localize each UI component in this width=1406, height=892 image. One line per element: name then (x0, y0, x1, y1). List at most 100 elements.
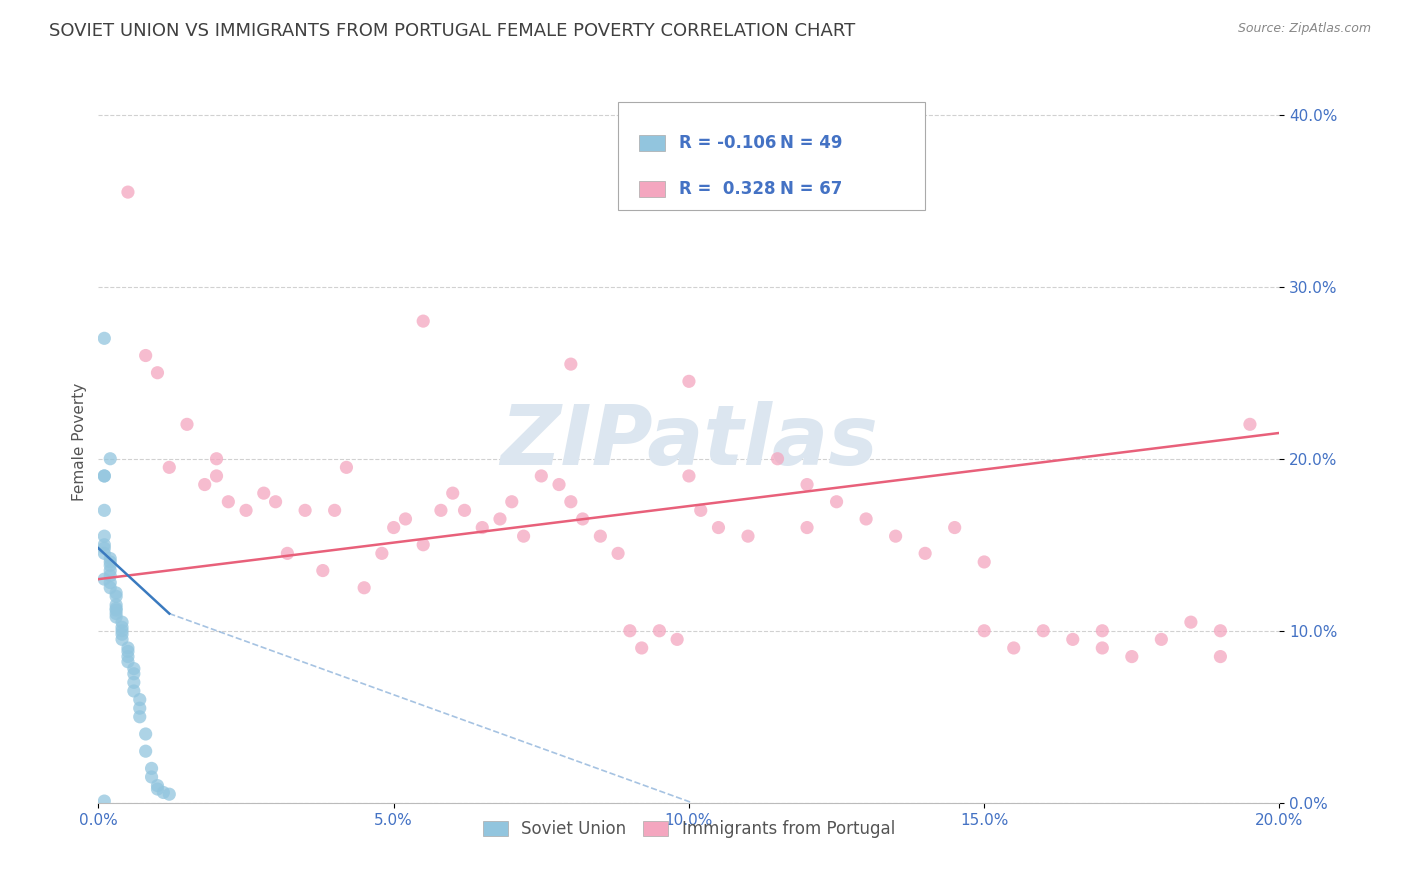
Point (1180, 615, 1202, 630)
Point (93, 541, 115, 556)
Point (1209, 649, 1232, 664)
Point (135, 744, 157, 758)
Point (607, 546, 630, 560)
Point (884, 529, 907, 543)
Point (1091, 640, 1114, 655)
Point (1062, 632, 1084, 647)
Point (146, 782, 169, 797)
Point (323, 503, 346, 517)
Point (194, 477, 217, 491)
Point (678, 375, 700, 389)
Point (128, 692, 150, 706)
Point (93, 331, 115, 345)
Point (111, 632, 134, 647)
Point (766, 451, 789, 466)
FancyBboxPatch shape (640, 181, 665, 196)
Point (630, 640, 652, 655)
Text: SOVIET UNION VS IMMIGRANTS FROM PORTUGAL FEMALE POVERTY CORRELATION CHART: SOVIET UNION VS IMMIGRANTS FROM PORTUGAL… (49, 22, 855, 40)
Point (93, 529, 115, 543)
Point (152, 785, 174, 799)
Point (98, 558, 121, 573)
Point (914, 546, 936, 560)
FancyBboxPatch shape (640, 136, 665, 151)
Point (117, 655, 139, 669)
Point (93, 538, 115, 552)
Point (205, 469, 228, 483)
Point (855, 512, 877, 526)
Point (98, 575, 121, 590)
Point (973, 555, 995, 569)
Point (294, 503, 316, 517)
Text: R = -0.106: R = -0.106 (679, 134, 778, 153)
Point (796, 477, 818, 491)
Point (619, 624, 641, 638)
Point (135, 349, 157, 363)
Point (1150, 632, 1173, 647)
Point (105, 601, 128, 615)
Text: N = 49: N = 49 (780, 134, 842, 153)
Point (205, 451, 228, 466)
Point (589, 529, 612, 543)
Point (128, 710, 150, 724)
Point (141, 761, 163, 775)
Point (98, 568, 121, 582)
Text: R =  0.328: R = 0.328 (679, 179, 776, 198)
Point (105, 586, 128, 600)
Point (176, 417, 198, 432)
Point (128, 701, 150, 715)
Point (235, 503, 257, 517)
Point (122, 684, 145, 698)
Point (93, 546, 115, 560)
Point (105, 590, 128, 604)
Point (312, 564, 335, 578)
Point (512, 529, 534, 543)
Point (335, 460, 357, 475)
Point (117, 644, 139, 658)
Point (371, 546, 394, 560)
Point (117, 185, 139, 199)
Point (571, 512, 593, 526)
Point (122, 675, 145, 690)
Point (276, 546, 298, 560)
Point (471, 520, 494, 534)
Point (93, 503, 115, 517)
Point (217, 494, 239, 508)
Point (1209, 624, 1232, 638)
Point (157, 787, 180, 801)
Point (707, 520, 730, 534)
Point (117, 640, 139, 655)
Point (737, 529, 759, 543)
Point (1121, 649, 1143, 664)
Point (501, 494, 523, 508)
Point (412, 314, 434, 328)
Point (973, 624, 995, 638)
Point (93, 469, 115, 483)
Point (146, 779, 169, 793)
Point (353, 581, 375, 595)
Point (530, 469, 553, 483)
Point (666, 632, 689, 647)
Point (111, 627, 134, 641)
Point (122, 666, 145, 681)
Point (93, 572, 115, 586)
Point (1239, 417, 1261, 432)
Point (111, 620, 134, 634)
Point (648, 624, 671, 638)
Point (117, 649, 139, 664)
Point (141, 770, 163, 784)
Point (689, 503, 711, 517)
Point (135, 727, 157, 741)
Point (1002, 640, 1025, 655)
Point (253, 486, 276, 500)
Point (98, 451, 121, 466)
Point (796, 520, 818, 534)
Point (560, 494, 582, 508)
Text: N = 67: N = 67 (780, 179, 842, 198)
Point (98, 555, 121, 569)
Point (453, 503, 475, 517)
Point (548, 477, 571, 491)
Point (98, 581, 121, 595)
Point (943, 520, 966, 534)
Legend: Soviet Union, Immigrants from Portugal: Soviet Union, Immigrants from Portugal (477, 814, 901, 845)
Point (111, 624, 134, 638)
